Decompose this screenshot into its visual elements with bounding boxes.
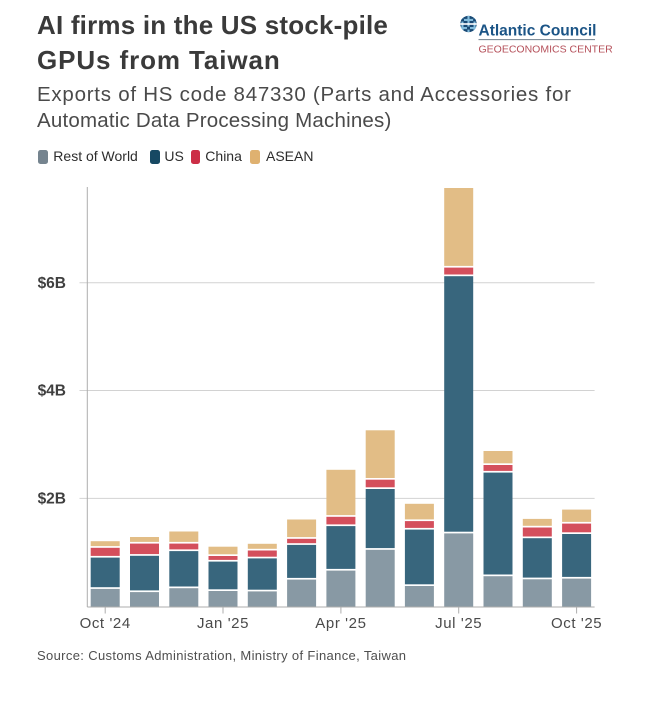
svg-text:Atlantic Council: Atlantic Council: [479, 23, 597, 40]
svg-text:$2B: $2B: [38, 491, 66, 508]
svg-text:Oct '24: Oct '24: [80, 615, 131, 632]
svg-text:$4B: $4B: [38, 383, 66, 400]
svg-text:$6B: $6B: [38, 275, 66, 292]
svg-text:GEOECONOMICS CENTER: GEOECONOMICS CENTER: [479, 44, 614, 56]
svg-text:Jan '25: Jan '25: [197, 615, 249, 632]
svg-text:Jul '25: Jul '25: [435, 615, 482, 632]
svg-text:Oct '25: Oct '25: [551, 615, 602, 632]
svg-text:Apr '25: Apr '25: [315, 615, 366, 632]
